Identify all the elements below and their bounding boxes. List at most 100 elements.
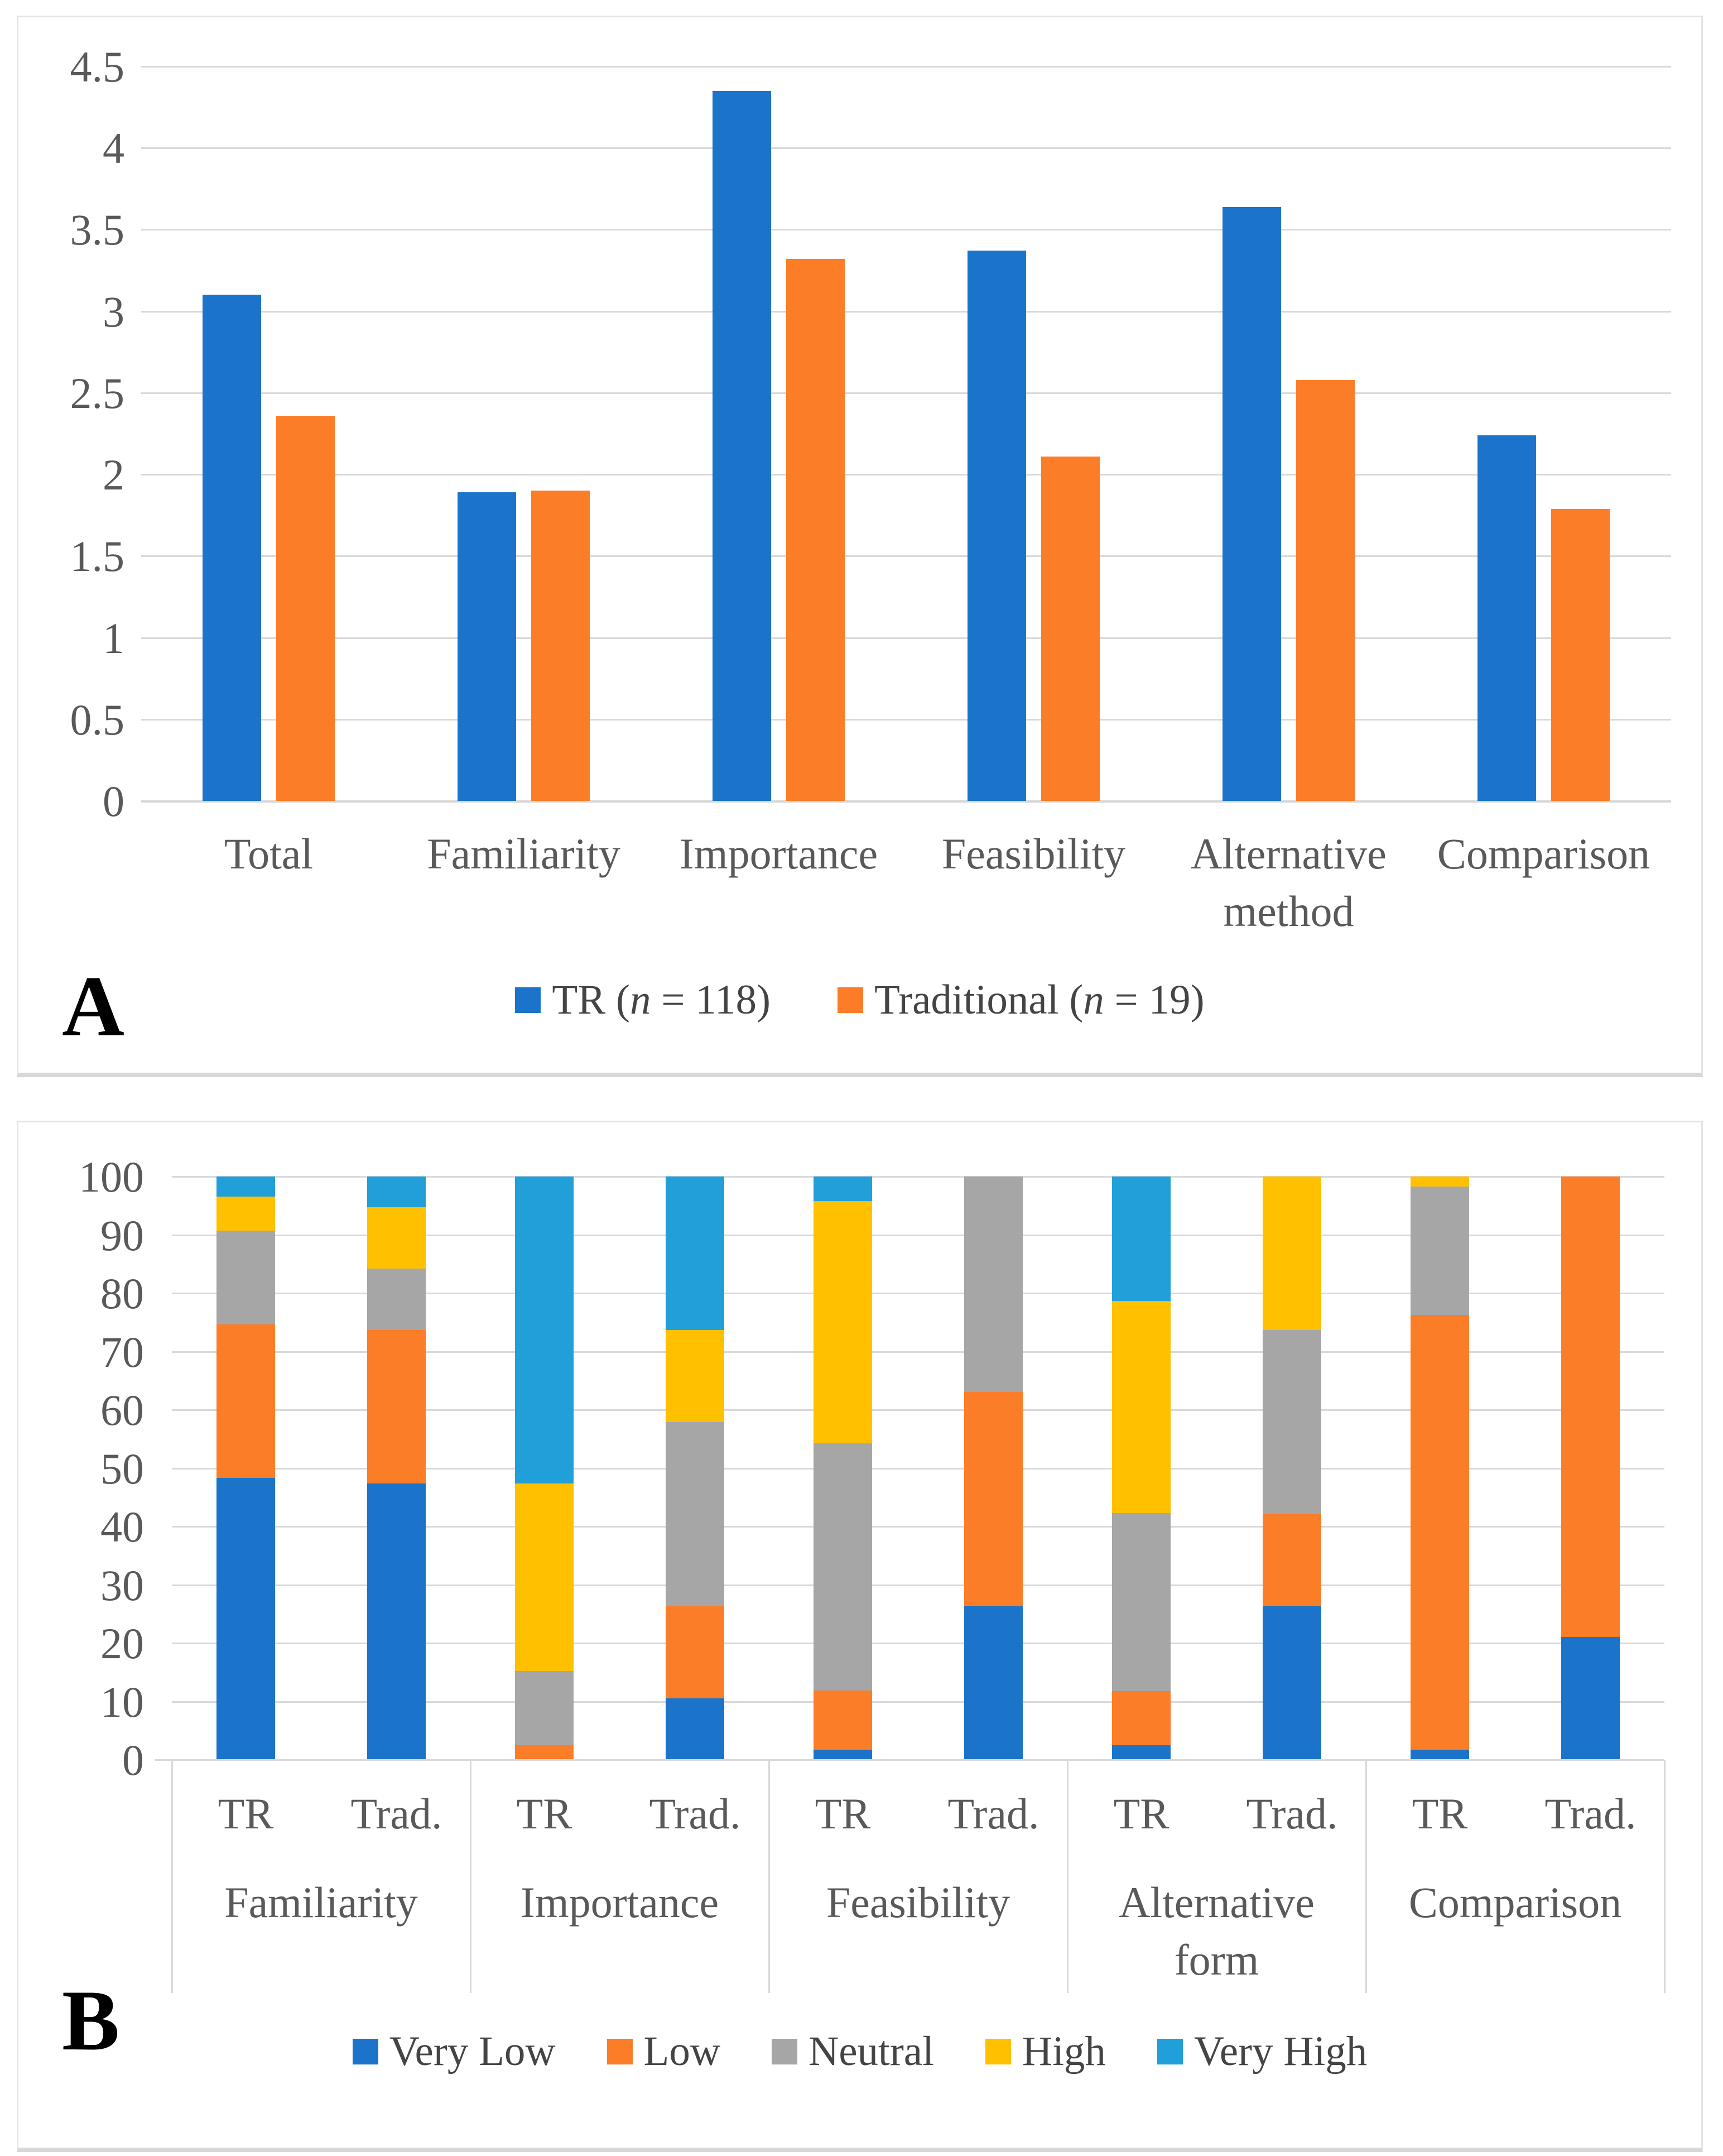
gridline-3: [141, 310, 1671, 313]
bar-label-trad: Trad.: [350, 1789, 442, 1838]
group-label-comparison: Comparison: [1408, 1878, 1622, 1927]
gridline-90: [172, 1234, 1664, 1236]
y-axis-tick-40: 40: [100, 1502, 144, 1551]
legend-item-very-high: Very High: [1157, 2028, 1367, 2076]
segment-very-low: [216, 1478, 275, 1760]
bar-label-trad: Trad.: [1246, 1789, 1338, 1838]
segment-neutral: [964, 1177, 1023, 1392]
legend-item-traditional: Traditional (n = 19): [837, 976, 1205, 1024]
gridline-10: [172, 1701, 1664, 1703]
segment-very-high: [1112, 1177, 1171, 1301]
stacked-bar-importance-trad: [666, 1177, 724, 1760]
y-axis-tick-0.5: 0.5: [70, 695, 125, 744]
segment-very-high: [515, 1177, 574, 1483]
legend-label-text: Low: [643, 2028, 721, 2075]
gridline-60: [172, 1409, 1664, 1411]
segment-neutral: [1112, 1512, 1171, 1691]
y-axis-tick-1: 1: [103, 613, 124, 662]
y-axis-tick-10: 10: [100, 1677, 144, 1726]
legend-item-tr: TR (n = 118): [515, 976, 771, 1024]
gridline-70: [172, 1351, 1664, 1353]
gridline-20: [172, 1643, 1664, 1644]
y-axis-tick-3.5: 3.5: [70, 205, 125, 255]
stacked-bar-feasibility-tr: [814, 1177, 872, 1760]
legend-item-very-low: Very Low: [352, 2028, 556, 2076]
y-axis-tick-3: 3: [103, 287, 124, 336]
legend-label-text: TR (: [552, 977, 630, 1023]
legend-label-high: High: [1022, 2028, 1106, 2076]
segment-very-high: [666, 1177, 724, 1330]
panel-b: 0 10 20 30 40 50 60 70 80 90 100 TR Trad. Familiarity…: [17, 1121, 1703, 2152]
table-separator-0: [171, 1760, 173, 1993]
gridline-80: [172, 1293, 1664, 1294]
segment-neutral: [814, 1443, 872, 1691]
table-separator-2: [768, 1760, 770, 1993]
y-axis-tick-50: 50: [100, 1444, 144, 1493]
gridline-4.5: [141, 66, 1671, 68]
segment-very-low: [814, 1750, 872, 1760]
panel-a-letter: A: [62, 958, 124, 1054]
bar-trad-4: [1041, 456, 1100, 801]
gridline-1: [141, 637, 1671, 639]
bar-tr-5: [1223, 207, 1281, 801]
group-label-alternative-form: Alternative form: [1119, 1878, 1315, 1984]
legend-swatch-traditional: [837, 987, 863, 1013]
legend-label-text: High: [1022, 2028, 1106, 2075]
legend-label-text: n: [629, 977, 651, 1023]
table-separator-3: [1066, 1760, 1069, 1993]
segment-high: [814, 1201, 872, 1443]
x-axis-label-6: Comparison: [1437, 829, 1650, 878]
bar-trad-5: [1296, 380, 1355, 801]
segment-low: [367, 1329, 426, 1483]
stacked-bar-comparison-tr: [1411, 1177, 1469, 1760]
legend-label-tr: TR (n = 118): [552, 976, 771, 1024]
segment-low: [964, 1391, 1023, 1607]
segment-very-low: [1263, 1606, 1321, 1760]
segment-neutral: [367, 1269, 426, 1330]
y-axis-tick-1.5: 1.5: [70, 532, 125, 581]
y-axis-tick-4: 4: [103, 124, 124, 173]
segment-neutral: [666, 1422, 724, 1607]
bar-tr-6: [1477, 435, 1536, 801]
segment-high: [515, 1483, 574, 1672]
bar-trad-1: [276, 415, 335, 801]
legend-label-text: = 118): [651, 977, 771, 1023]
segment-very-high: [814, 1177, 872, 1201]
stacked-bar-alternative-form-trad: [1263, 1177, 1321, 1760]
gridline-1.5: [141, 555, 1671, 558]
y-axis-tick-2: 2: [103, 450, 124, 500]
legend-label-text: Very High: [1193, 2028, 1368, 2075]
legend-swatch-neutral: [772, 2039, 798, 2064]
legend-label-text: Traditional (: [874, 977, 1084, 1023]
chart-b-legend: Very Low Low Neutral High Very High: [18, 2028, 1701, 2076]
bar-trad-6: [1551, 508, 1610, 801]
x-axis-label-2: Familiarity: [427, 829, 620, 878]
segment-neutral: [1411, 1186, 1469, 1315]
panel-a: 0 0.5 1 1.5 2 2.5 3 3.5 4 4.5 Total Familiarity Impo…: [17, 16, 1703, 1077]
y-axis-tick-60: 60: [100, 1386, 144, 1434]
segment-neutral: [1263, 1329, 1321, 1515]
legend-label-low: Low: [644, 2028, 720, 2076]
stacked-bar-comparison-trad: [1561, 1177, 1620, 1760]
x-axis-label-5: Alternative method: [1191, 829, 1387, 935]
bar-label-tr: TR: [815, 1789, 871, 1838]
group-label-importance: Importance: [520, 1878, 719, 1927]
segment-low: [814, 1690, 872, 1750]
bar-tr-3: [713, 90, 771, 801]
legend-swatch-very-high: [1157, 2039, 1183, 2064]
y-axis-tick-70: 70: [100, 1327, 144, 1376]
segment-high: [1112, 1300, 1171, 1513]
segment-low: [515, 1745, 574, 1760]
legend-label-text: Neutral: [808, 2028, 934, 2075]
legend-label-traditional: Traditional (n = 19): [874, 976, 1205, 1024]
y-axis-tick-100: 100: [79, 1153, 144, 1201]
segment-high: [216, 1196, 275, 1231]
bar-tr-1: [203, 295, 261, 801]
gridline-2: [141, 474, 1671, 476]
legend-swatch-high: [985, 2039, 1011, 2064]
bar-label-trad: Trad.: [947, 1789, 1039, 1838]
chart-a-legend: TR (n = 118) Traditional (n = 19): [18, 976, 1701, 1024]
segment-high: [666, 1329, 724, 1422]
legend-label-text: = 19): [1104, 977, 1205, 1023]
